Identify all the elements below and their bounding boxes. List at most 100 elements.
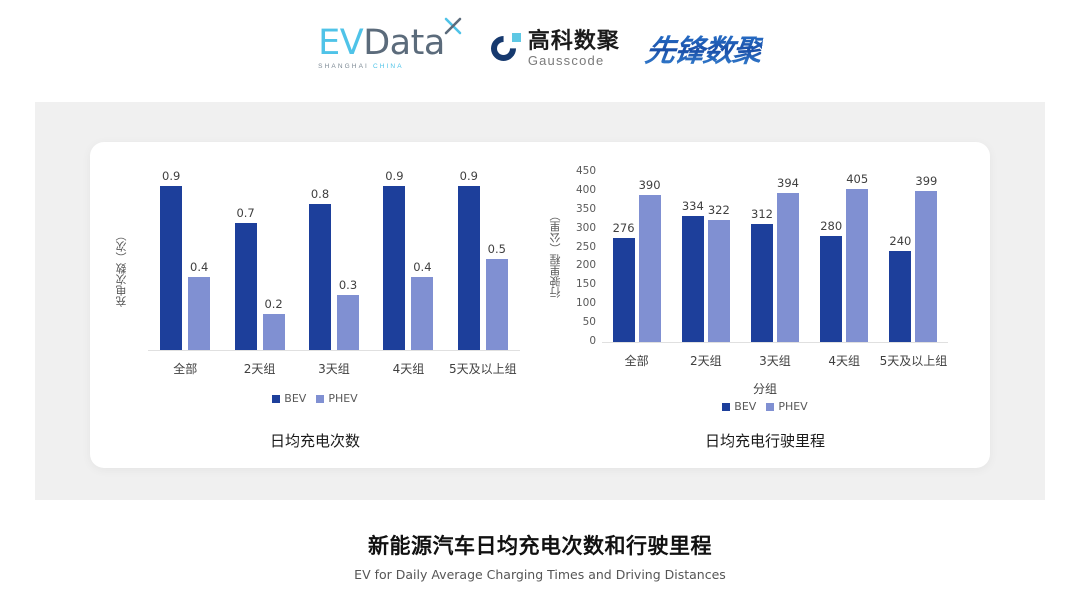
legend-swatch-bev [272,394,281,403]
legend-item-phev: PHEV [766,400,808,413]
bar-phev [337,295,359,350]
bar-value-label: 0.9 [162,169,181,184]
bar-value-label: 334 [681,198,704,213]
bar-value-label: 280 [820,219,843,234]
legend-item-phev: PHEV [316,392,358,405]
logo-bar: EV Data SHANGHAI CHINA 高科数聚 Gausscode 先锋… [0,0,1080,96]
chart-left-legend: BEV PHEV [90,392,540,405]
category-label: 全部 [173,362,198,376]
bar-value-label: 0.4 [190,260,209,275]
legend-item-bev: BEV [272,392,306,405]
x-sparkle-icon [443,16,463,36]
bar-phev [915,191,938,342]
category-label: 全部 [624,354,649,368]
bar-bev [681,215,704,342]
x-axis-baseline [148,350,520,351]
y-tick-label: 150 [575,278,596,291]
bar-bev [160,186,183,350]
y-tick-label: 50 [582,316,596,329]
caption-chinese: 新能源汽车日均充电次数和行驶里程 [368,534,712,558]
evdata-sub-shanghai: SHANGHAI [318,63,369,70]
bar-value-label: 0.9 [385,169,404,184]
bar-bev [889,251,912,342]
bar-value-label: 394 [777,176,799,191]
evdata-data-text: Data [363,23,445,63]
chart-left-y-axis-label: 充电次数（次） [115,230,128,307]
y-tick-label: 250 [575,240,596,253]
category-label: 3天组 [759,354,791,368]
legend-swatch-phev [766,402,775,411]
legend-swatch-phev [316,394,325,403]
bar-value-label: 276 [612,220,635,235]
bar-bev [234,222,257,350]
chart-right-y-axis-label: 行驶里程（公里） [549,210,562,298]
chart-charging-times: 充电次数（次） 0.9 0.4 全部 0.7 0.2 2天组 0.8 0.3 3天组 0.9 0.4… [90,142,540,468]
chart-left-plot-area: 0.9 0.4 全部 0.7 0.2 2天组 0.8 0.3 3天组 0.9 0.4 4天组 0.9 0.… [148,168,520,376]
y-tick-label: 400 [575,183,596,196]
logo-evdata: EV Data SHANGHAI CHINA [318,17,465,70]
bar-phev [262,313,285,350]
gausscode-en-text: Gausscode [527,52,605,68]
bar-value-label: 390 [638,177,661,192]
evdata-sub-china: CHINA [372,63,404,70]
bar-value-label: 0.8 [310,187,330,202]
figure-caption: 新能源汽车日均充电次数和行驶里程 EV for Daily Average Ch… [0,530,1080,582]
chart-right-legend: BEV PHEV [540,400,990,413]
y-tick-label: 200 [575,259,596,272]
legend-swatch-bev [722,402,731,411]
g-circle-icon [485,30,521,67]
legend-label-bev: BEV [284,392,307,405]
bar-value-label: 0.9 [459,169,478,184]
legend-label-phev: PHEV [328,392,358,405]
chart-right-title: 日均充电行驶里程 [704,432,825,450]
bar-phev [846,189,869,342]
bar-phev [188,277,211,350]
chart-driving-distance: 行驶里程（公里） 0 50 100 150 200 250 300 350 400 450 276 3… [540,142,990,468]
chart-right-plot-area: 0 50 100 150 200 250 300 350 400 450 276 390 全部 334 32… [576,165,948,368]
bar-bev [612,237,635,342]
bar-value-label: 0.2 [264,296,283,311]
legend-item-bev: BEV [722,400,756,413]
bar-phev [638,194,661,342]
bar-bev [457,186,480,350]
y-tick-label: 300 [575,221,596,234]
bar-value-label: 0.5 [487,242,506,256]
bar-value-label: 240 [889,234,912,249]
bar-phev [485,259,508,350]
category-label: 4天组 [392,362,425,376]
caption-english: EV for Daily Average Charging Times and … [354,567,726,582]
y-tick-label: 0 [589,335,596,347]
bar-value-label: 0.3 [338,278,358,293]
bar-value-label: 312 [751,207,773,222]
bar-phev [707,220,730,342]
category-label: 4天组 [828,354,860,368]
evdata-ev-text: EV [318,23,364,63]
legend-label-bev: BEV [734,400,757,413]
bar-bev [751,224,773,342]
y-tick-label: 450 [575,165,596,177]
bar-value-label: 399 [915,174,938,189]
chart-left-title: 日均充电次数 [269,432,360,450]
bar-value-label: 405 [846,172,869,186]
logo-xianfeng: 先锋数聚 [643,26,765,70]
bar-bev [383,186,406,350]
bar-phev [411,277,434,350]
bar-value-label: 322 [707,203,730,218]
charts-card: 充电次数（次） 0.9 0.4 全部 0.7 0.2 2天组 0.8 0.3 3天组 0.9 0.4… [90,142,990,468]
category-label: 5天及以上组 [448,362,517,376]
legend-label-phev: PHEV [778,400,808,413]
bar-value-label: 0.7 [236,205,255,220]
bar-bev [820,236,843,342]
category-label: 5天及以上组 [879,354,948,368]
bar-value-label: 0.4 [413,260,432,275]
bar-phev [777,193,799,342]
y-tick-label: 350 [575,202,596,215]
y-tick-label: 100 [575,297,596,310]
logo-gausscode: 高科数聚 Gausscode [485,27,620,68]
category-label: 2天组 [243,362,276,376]
category-label: 2天组 [689,354,722,368]
x-axis-baseline [602,342,948,343]
category-label: 3天组 [318,362,350,376]
gausscode-cn-text: 高科数聚 [527,27,620,53]
chart-right-x-axis-title: 分组 [752,382,777,396]
